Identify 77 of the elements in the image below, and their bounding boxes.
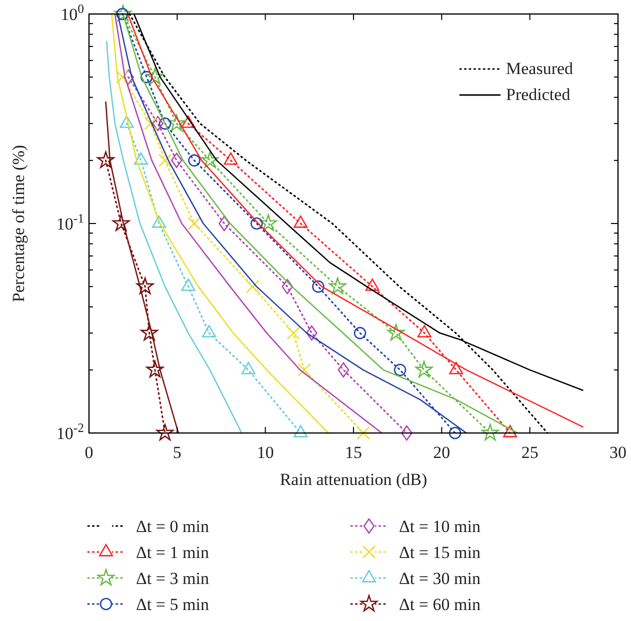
x-tick-label: 10 [256, 443, 274, 462]
point [158, 117, 172, 130]
point [140, 70, 153, 84]
point [387, 324, 405, 341]
point [140, 324, 158, 341]
legend-label: Δt = 30 min [399, 569, 481, 588]
point [312, 280, 324, 293]
point [338, 362, 350, 378]
point [97, 151, 114, 168]
annotation: Predicted [506, 85, 571, 104]
point [168, 114, 186, 132]
point [114, 4, 132, 22]
point [170, 152, 182, 168]
point [401, 425, 412, 441]
annotation: Measured [506, 59, 574, 78]
point [116, 70, 130, 84]
point [448, 426, 462, 440]
x-tick-label: 30 [610, 443, 626, 462]
point [246, 280, 260, 294]
point [286, 326, 300, 340]
point [306, 325, 318, 341]
legend-label: Δt = 5 min [136, 595, 210, 614]
point [365, 278, 380, 291]
point [181, 278, 196, 291]
point [188, 216, 201, 230]
legend-label: Δt = 0 min [136, 517, 210, 536]
x-tick-label: 25 [521, 443, 538, 462]
point [146, 68, 164, 85]
y-tick-label: 10$^{-1}$ [56, 212, 84, 234]
point [156, 424, 174, 440]
point [481, 424, 499, 440]
point [218, 216, 230, 232]
y-axis-title: Percentage of time (%) [9, 144, 28, 302]
y-tick-label: 10$^{0}$ [60, 2, 84, 24]
y-tick-label: 10$^{-2}$ [56, 421, 84, 443]
point [136, 277, 154, 294]
point [328, 277, 346, 294]
point [415, 360, 433, 378]
x-axis-title: Rain attenuation (dB) [280, 470, 428, 489]
point [122, 69, 134, 85]
point [152, 216, 166, 228]
point [298, 363, 311, 377]
x-tick-label: 15 [345, 443, 362, 462]
point [134, 152, 148, 165]
point [112, 214, 130, 231]
point [202, 325, 216, 338]
point [188, 154, 200, 167]
x-tick-label: 0 [84, 443, 94, 462]
point [158, 154, 172, 168]
line-series [111, 13, 329, 434]
point [120, 116, 134, 128]
point [394, 364, 406, 376]
point [146, 360, 164, 378]
line-series [106, 40, 242, 434]
point [144, 116, 158, 130]
point [241, 362, 256, 374]
legend-label: Δt = 1 min [136, 543, 210, 562]
point [282, 278, 294, 294]
x-tick-label: 5 [172, 443, 182, 462]
legend-label: Δt = 3 min [136, 569, 210, 588]
x-tick-label: 20 [433, 443, 450, 462]
legend-label: Δt = 60 min [399, 595, 481, 614]
point [354, 326, 366, 340]
point [294, 216, 308, 228]
point [449, 362, 464, 374]
point [201, 151, 219, 168]
point [181, 116, 196, 128]
point [503, 425, 518, 438]
point [224, 152, 238, 165]
point [260, 214, 278, 231]
point [294, 425, 308, 438]
point [356, 426, 370, 440]
point [250, 217, 263, 230]
legend-label: Δt = 15 min [399, 543, 481, 562]
point [152, 116, 164, 132]
point [417, 325, 432, 338]
legend-label: Δt = 10 min [399, 517, 481, 536]
